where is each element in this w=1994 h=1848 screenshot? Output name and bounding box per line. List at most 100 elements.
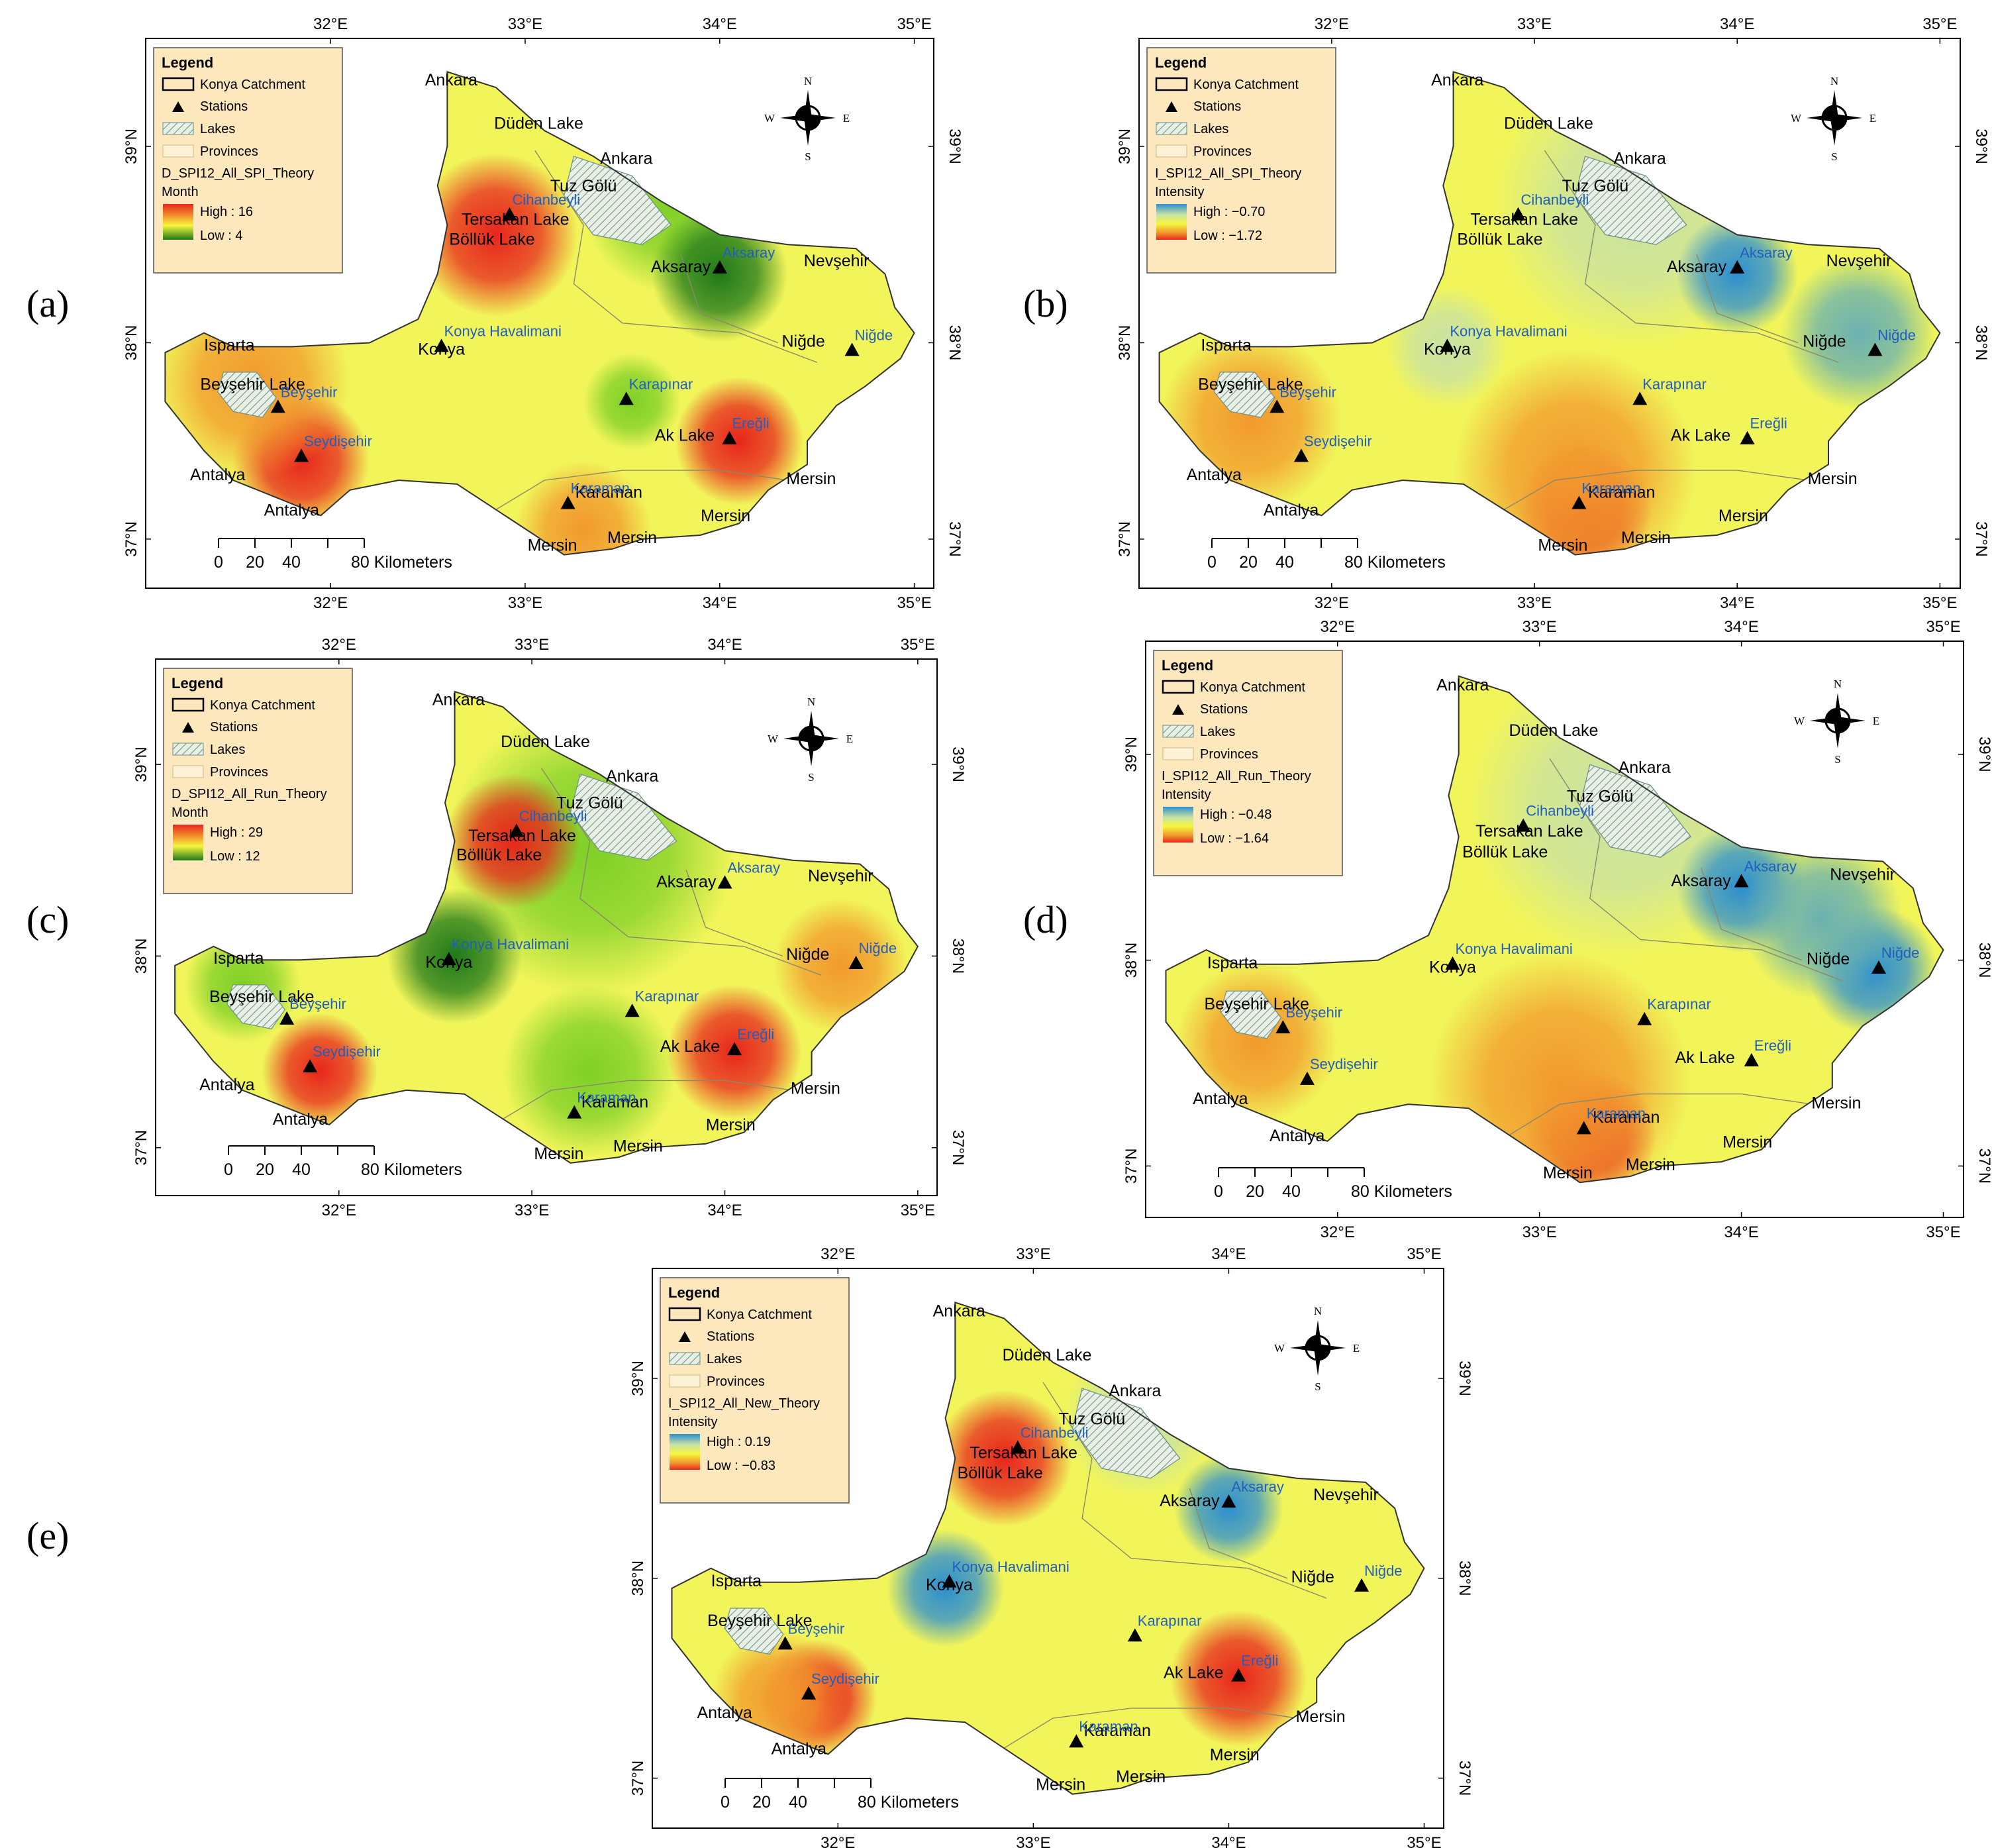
legend-catchment: Konya Catchment xyxy=(210,698,315,713)
lon-tick-bottom: 33°E xyxy=(515,1202,549,1219)
station-label: Cihanbeyli xyxy=(1526,803,1594,819)
place-label: Karaman xyxy=(1084,1721,1151,1740)
station-marker xyxy=(502,207,517,221)
place-label: Mersin xyxy=(786,470,836,488)
province-boundary xyxy=(1509,1093,1813,1136)
scale-tick-label: 20 xyxy=(752,1793,771,1812)
station-label: Seydişehir xyxy=(1310,1056,1378,1072)
station-marker xyxy=(560,495,575,509)
lon-tick-bottom: 34°E xyxy=(1720,594,1754,612)
lat-tick-right: 37°N xyxy=(1972,521,1990,557)
station-marker xyxy=(1740,431,1755,444)
compass-e: E xyxy=(846,733,853,745)
place-label: Antalya xyxy=(697,1704,752,1722)
lon-tick-top: 33°E xyxy=(1016,1245,1050,1263)
place-label: Antalya xyxy=(1270,1127,1324,1145)
station-label: Aksaray xyxy=(1744,858,1797,875)
scale-tick-label: 40 xyxy=(789,1793,807,1812)
station-label: Konya Havalimani xyxy=(1450,323,1567,339)
lat-tick-left: 39°N xyxy=(1122,737,1140,772)
station-label: Niğde xyxy=(1364,1563,1402,1579)
place-label: Beyşehir Lake xyxy=(1204,995,1309,1013)
scale-tick-label: 20 xyxy=(1246,1182,1264,1201)
compass-w: W xyxy=(764,112,775,125)
station-label: Aksaray xyxy=(728,859,780,876)
station-marker xyxy=(1275,1020,1291,1034)
province-boundary xyxy=(1700,867,1803,961)
province-boundary xyxy=(1003,1708,1297,1749)
lake xyxy=(570,773,677,861)
station-marker xyxy=(801,1686,817,1700)
station-marker xyxy=(279,1011,295,1025)
place-label: Karaman xyxy=(1593,1108,1660,1127)
compass-s: S xyxy=(1315,1380,1321,1393)
lon-tick-bottom: 32°E xyxy=(1315,594,1349,612)
scale-bar: 0 20 40 80 Kilometers xyxy=(1214,1167,1452,1201)
place-label: Mersin xyxy=(528,537,577,555)
province-boundary xyxy=(503,1080,793,1119)
legend-provinces: Provinces xyxy=(707,1374,765,1389)
place-label: Beyşehir Lake xyxy=(200,376,305,394)
place-label: Ankara xyxy=(1431,71,1483,89)
lon-tick-top: 32°E xyxy=(1315,15,1349,33)
compass-e: E xyxy=(1869,112,1876,125)
lake xyxy=(1579,764,1692,858)
scale-tick-label: 40 xyxy=(292,1160,311,1179)
map-panel-b: (b) 32°E 32°E 33°E 33°E 34°E 34°E 35°E 35°E 39°N 3… xyxy=(1023,15,1990,612)
lon-tick-top: 34°E xyxy=(703,15,737,33)
scale-bar: 0 20 40 80 Kilometers xyxy=(224,1145,462,1179)
place-label: Aksaray xyxy=(651,258,711,276)
place-label: Mersin xyxy=(706,1116,756,1135)
scale-tick-label: 0 xyxy=(1207,553,1217,572)
lat-tick-left: 39°N xyxy=(1116,128,1134,164)
compass-s: S xyxy=(1831,150,1837,163)
legend-high: High : 0.19 xyxy=(707,1435,771,1449)
legend-lakes: Lakes xyxy=(1193,122,1228,136)
station-marker xyxy=(1734,874,1749,888)
lat-tick-left: 38°N xyxy=(1116,325,1134,361)
lat-tick-right: 39°N xyxy=(1975,737,1993,772)
station-marker xyxy=(624,1003,640,1017)
place-label: Tuz Gölü xyxy=(1562,177,1629,195)
lon-tick-bottom: 35°E xyxy=(901,1202,935,1219)
place-label: Böllük Lake xyxy=(1457,230,1542,248)
place-label: Antalya xyxy=(264,501,319,519)
lon-tick-bottom: 34°E xyxy=(707,1202,742,1219)
catchment-outline xyxy=(164,71,915,556)
place-label: Ak Lake xyxy=(660,1037,720,1056)
province-boundary xyxy=(1042,1382,1327,1599)
lon-tick-bottom: 33°E xyxy=(1522,1223,1556,1241)
legend-variable: Month xyxy=(172,805,209,820)
lat-tick-left: 37°N xyxy=(1122,1149,1140,1184)
compass-n: N xyxy=(804,75,812,87)
lon-tick-top: 35°E xyxy=(1407,1245,1441,1263)
legend-lakes: Lakes xyxy=(1200,725,1235,739)
legend-provinces: Provinces xyxy=(210,765,268,780)
compass-e: E xyxy=(1873,715,1879,727)
compass-s: S xyxy=(1834,753,1840,766)
station-label: Konya Havalimani xyxy=(444,323,562,339)
legend-low: Low : 12 xyxy=(210,849,260,864)
place-label: Tuz Gölü xyxy=(550,177,617,195)
scale-tick-label: 40 xyxy=(1282,1182,1301,1201)
station-marker xyxy=(1299,1071,1315,1085)
station-label: Seydişehir xyxy=(811,1670,879,1687)
lat-tick-right: 39°N xyxy=(1456,1360,1473,1396)
place-label: Mersin xyxy=(1210,1745,1260,1764)
place-label: Düden Lake xyxy=(501,733,590,751)
station-label: Cihanbeyli xyxy=(1021,1425,1089,1441)
lat-tick-left: 38°N xyxy=(132,939,150,974)
legend-low: Low : −0.83 xyxy=(707,1459,775,1473)
legend: Legend Konya Catchment Stations Lakes Provin… xyxy=(1146,47,1336,274)
legend-stations: Stations xyxy=(210,720,258,735)
station-marker xyxy=(1293,448,1309,462)
station-label: Beyşehir xyxy=(1279,384,1336,400)
province-boundary xyxy=(1549,758,1843,982)
lon-tick-top: 34°E xyxy=(1724,618,1758,636)
station-marker xyxy=(727,1042,742,1056)
lat-tick-right: 37°N xyxy=(946,521,964,557)
compass-e: E xyxy=(843,112,850,125)
station-label: Karaman xyxy=(1587,1105,1646,1121)
place-label: Nevşehir xyxy=(1826,252,1892,270)
